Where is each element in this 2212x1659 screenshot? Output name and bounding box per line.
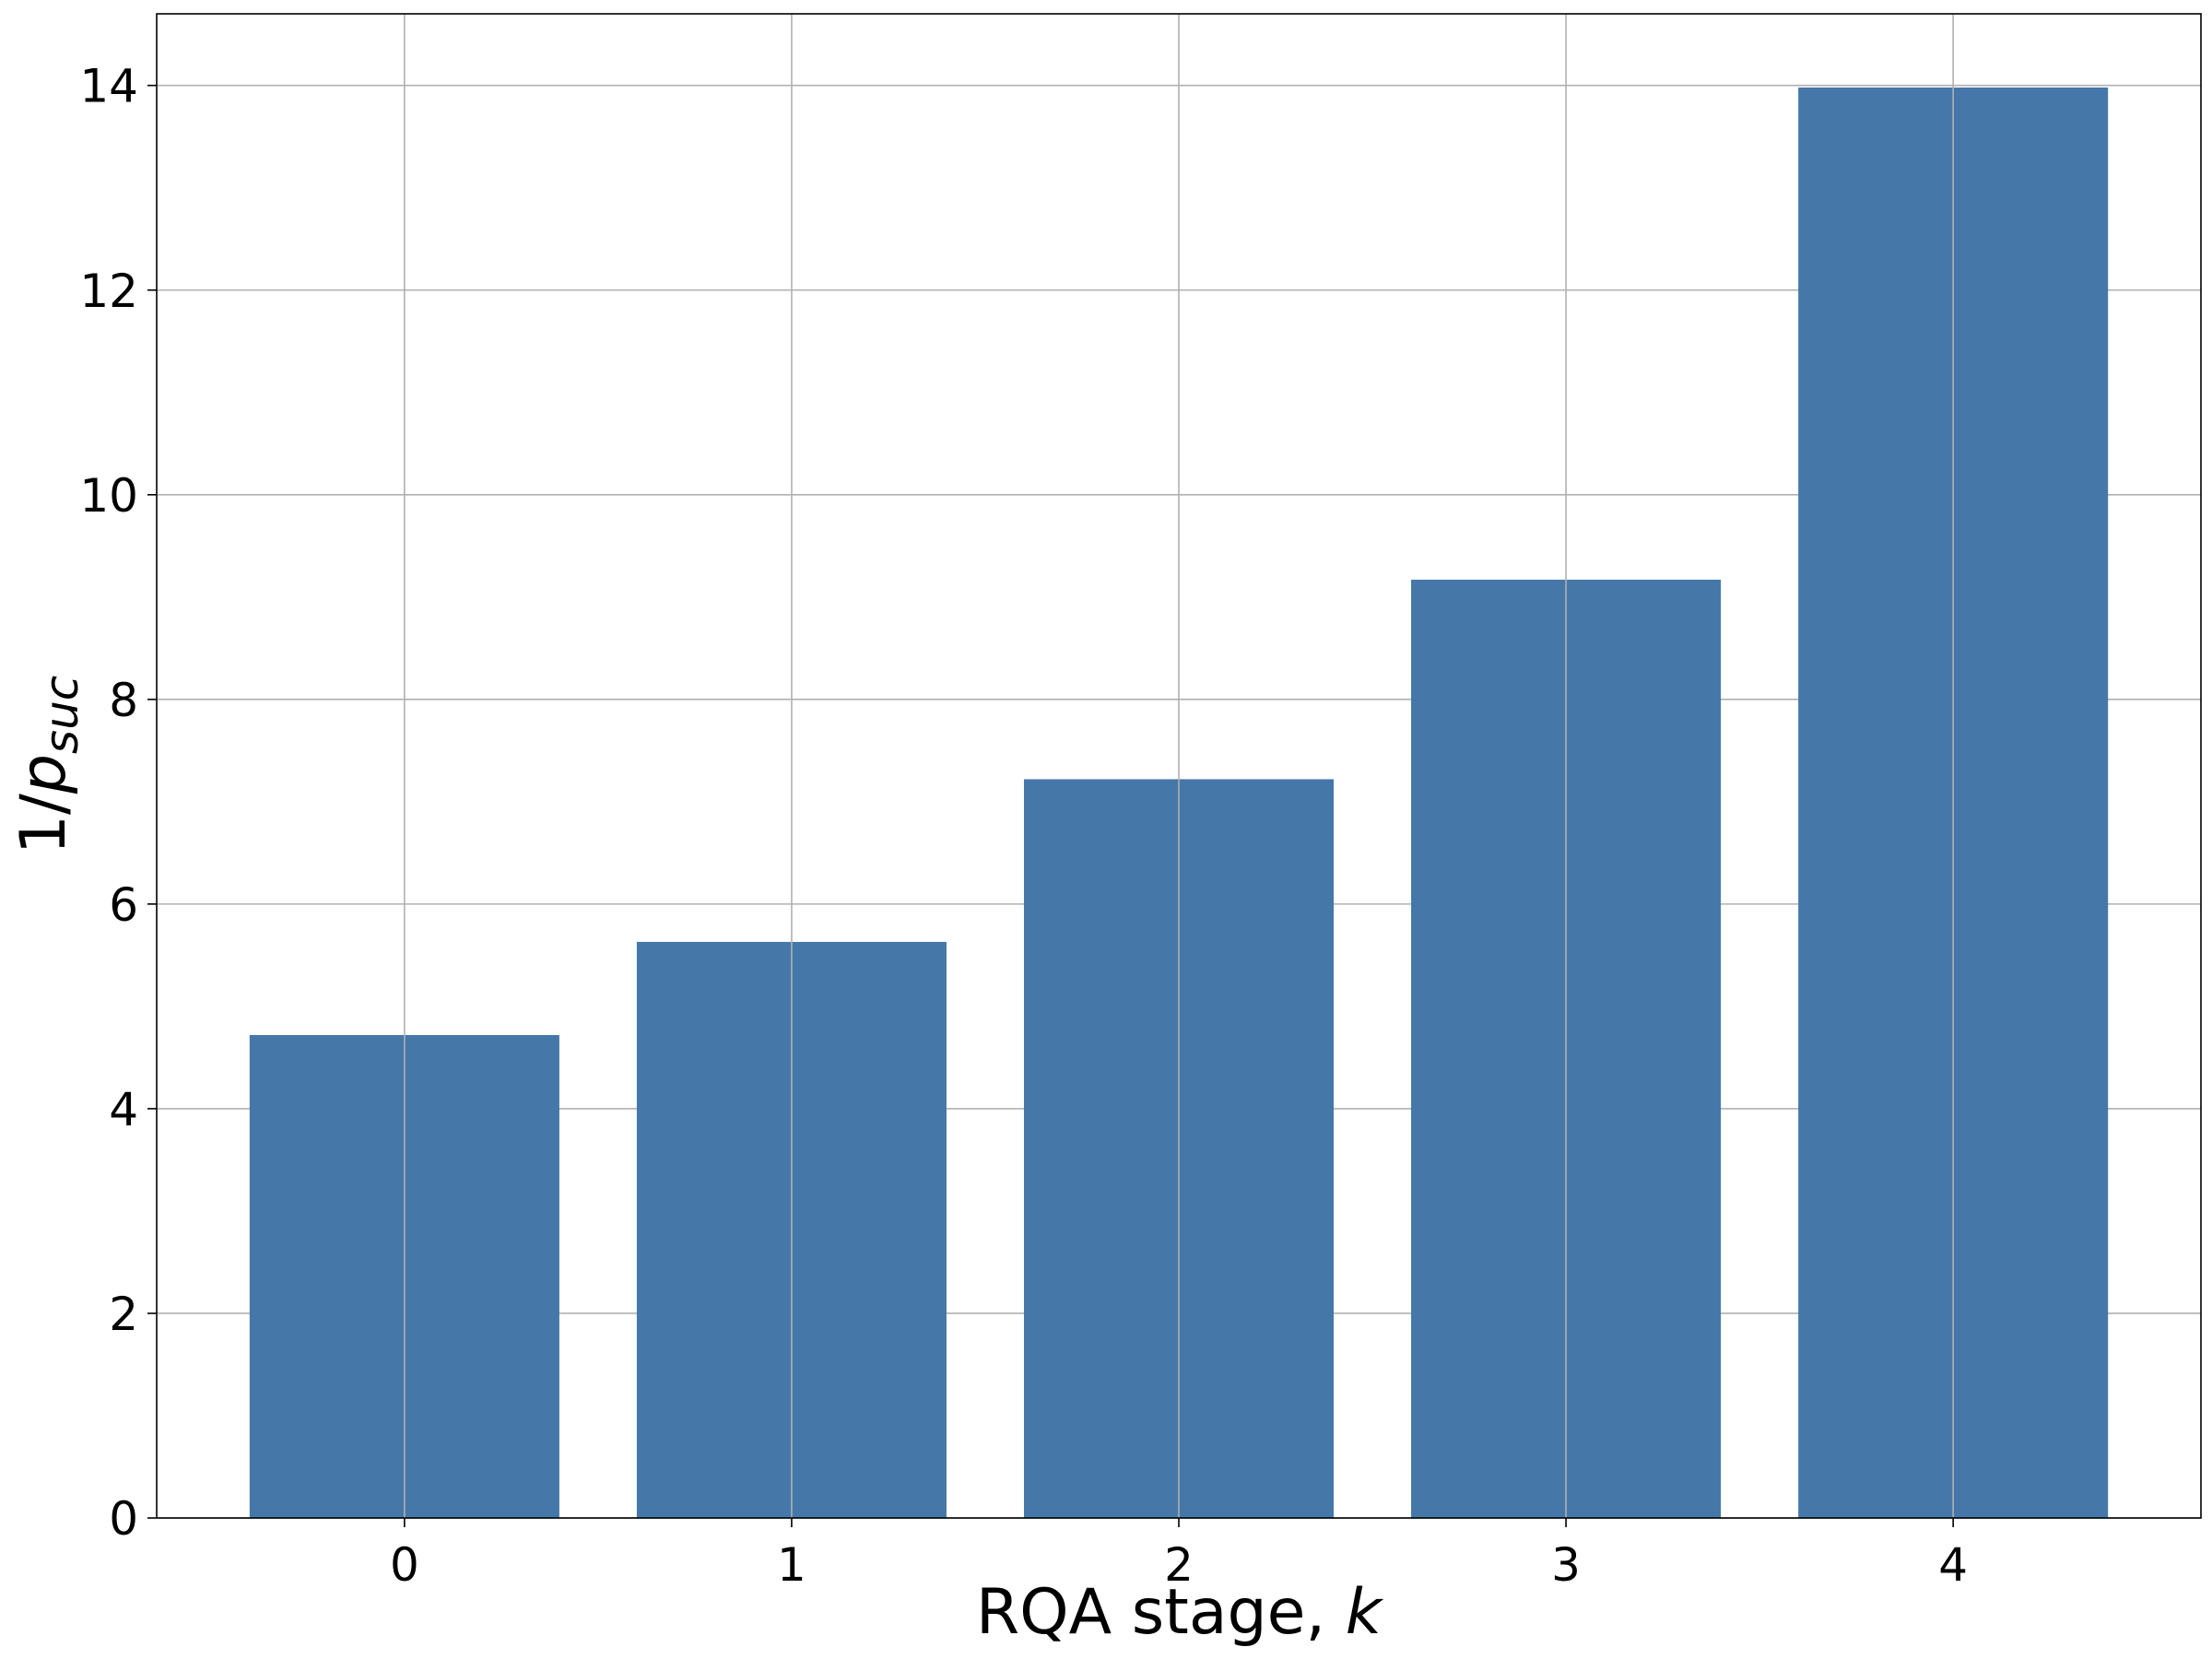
- x-axis-ticks: 0 1 2 3 4: [390, 1518, 1968, 1592]
- y-axis-label: 1/psuc: [7, 676, 88, 855]
- y-tick-label: 8: [109, 674, 138, 727]
- x-axis-label: RQA stage, k: [976, 1576, 1384, 1649]
- y-tick-label: 4: [109, 1083, 138, 1136]
- y-tick-label: 2: [109, 1288, 138, 1341]
- y-axis-ticks: 0 2 4 6 8 10 12 14: [79, 60, 157, 1546]
- x-tick-label: 0: [390, 1538, 419, 1592]
- x-axis-label-var: k: [1346, 1576, 1384, 1649]
- y-tick-label: 10: [79, 469, 138, 523]
- x-tick-label: 3: [1551, 1538, 1581, 1592]
- x-tick-label: 4: [1938, 1538, 1968, 1592]
- y-tick-label: 12: [79, 265, 138, 318]
- x-tick-label: 2: [1164, 1538, 1194, 1592]
- y-axis-label-var: p: [7, 754, 80, 794]
- x-axis-label-prefix: RQA stage,: [976, 1576, 1346, 1649]
- y-axis-label-prefix: 1/: [7, 794, 80, 854]
- y-axis-label-sub: suc: [35, 676, 88, 754]
- y-tick-label: 6: [109, 878, 138, 932]
- vertical-grid-overlay: [404, 14, 1954, 1518]
- y-tick-label: 0: [109, 1492, 138, 1546]
- x-tick-label: 1: [777, 1538, 806, 1592]
- y-tick-label: 14: [79, 60, 138, 113]
